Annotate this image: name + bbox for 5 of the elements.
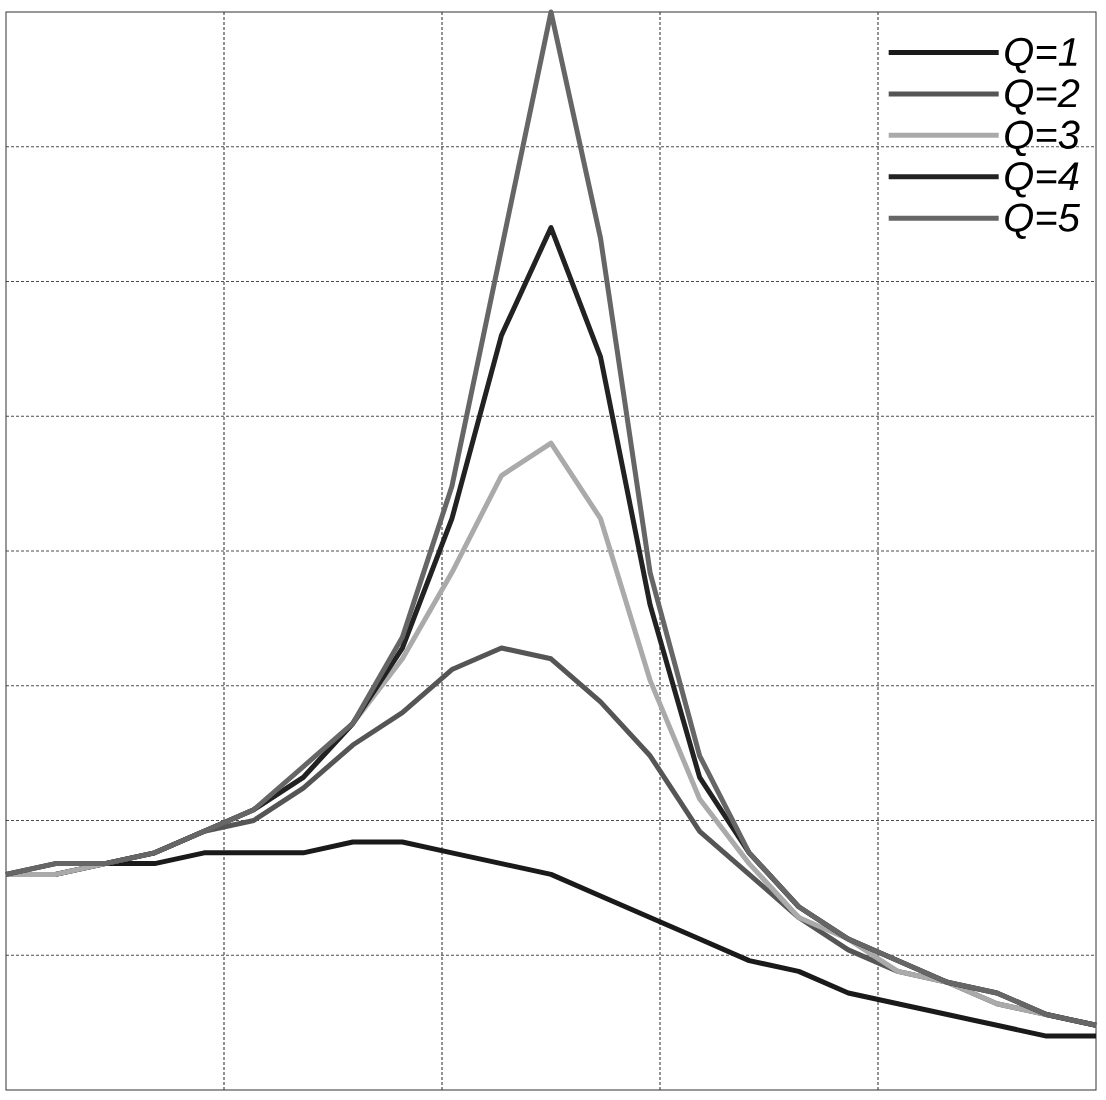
legend-label: Q=5 [1005, 203, 1080, 239]
legend-label: Q=4 [1005, 162, 1079, 198]
legend-label: Q=2 [1005, 79, 1080, 115]
legend-label: Q=1 [1005, 37, 1077, 74]
legend-label: Q=3 [1005, 120, 1080, 157]
